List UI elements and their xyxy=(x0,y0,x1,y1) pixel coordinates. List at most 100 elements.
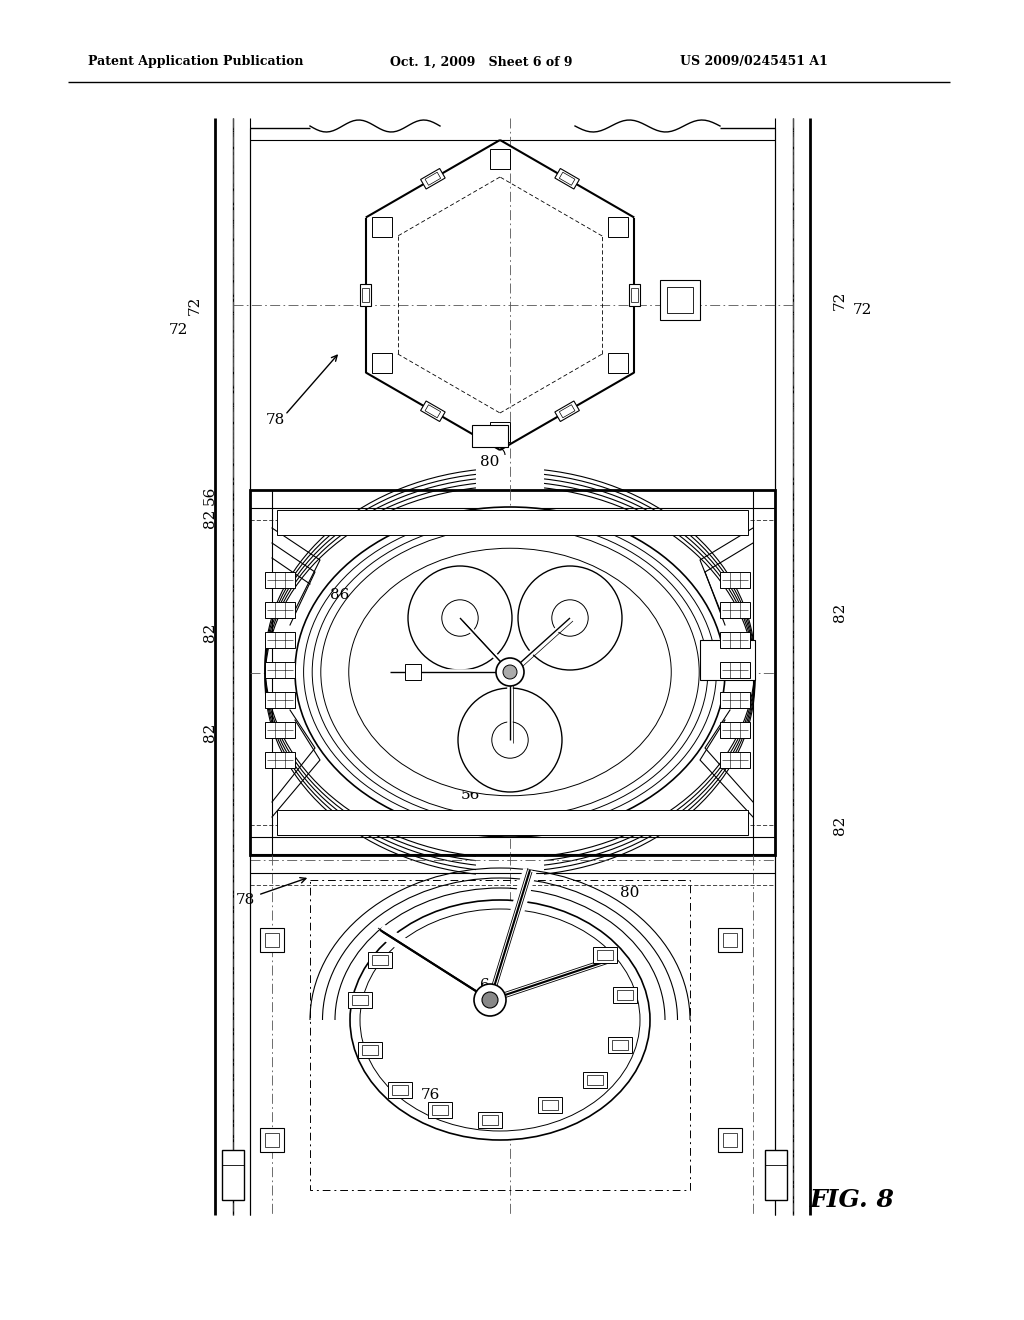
Text: 86: 86 xyxy=(331,587,349,602)
Bar xyxy=(428,1102,452,1118)
Text: FIG. 8: FIG. 8 xyxy=(810,1188,895,1212)
Text: 80: 80 xyxy=(621,886,640,900)
Text: Oct. 1, 2009   Sheet 6 of 9: Oct. 1, 2009 Sheet 6 of 9 xyxy=(390,55,572,69)
Bar xyxy=(362,1045,378,1055)
Bar xyxy=(720,663,750,678)
Bar xyxy=(583,1072,607,1088)
Text: Patent Application Publication: Patent Application Publication xyxy=(88,55,303,69)
Bar xyxy=(265,692,295,708)
Circle shape xyxy=(518,566,622,671)
Bar xyxy=(372,354,392,374)
Bar xyxy=(608,1038,632,1053)
Text: 72: 72 xyxy=(188,296,202,314)
Text: 86: 86 xyxy=(496,748,515,762)
Circle shape xyxy=(552,599,588,636)
Ellipse shape xyxy=(295,507,725,837)
Circle shape xyxy=(408,566,512,671)
Bar xyxy=(265,1133,279,1147)
Bar xyxy=(720,602,750,618)
Text: 56: 56 xyxy=(461,788,479,803)
Bar xyxy=(348,993,372,1008)
Text: 82: 82 xyxy=(203,508,217,528)
Circle shape xyxy=(474,983,506,1016)
Polygon shape xyxy=(425,405,440,418)
Text: 76: 76 xyxy=(420,1088,439,1102)
Bar xyxy=(608,216,628,236)
Bar xyxy=(265,722,295,738)
Bar xyxy=(406,664,421,680)
Bar xyxy=(765,1150,787,1200)
Text: 56: 56 xyxy=(203,486,217,504)
Bar xyxy=(478,1111,502,1129)
Bar xyxy=(388,1082,412,1098)
Bar xyxy=(597,950,613,960)
Ellipse shape xyxy=(350,900,650,1140)
Bar xyxy=(260,1129,284,1152)
Bar xyxy=(700,640,755,680)
Bar xyxy=(593,946,617,964)
Bar xyxy=(612,1040,628,1049)
Bar xyxy=(265,572,295,587)
Polygon shape xyxy=(629,284,640,306)
Circle shape xyxy=(503,665,517,678)
Bar xyxy=(310,880,690,1191)
Bar xyxy=(278,810,748,836)
Polygon shape xyxy=(360,284,372,306)
Circle shape xyxy=(458,688,562,792)
Polygon shape xyxy=(555,401,580,421)
Bar xyxy=(250,490,775,855)
Ellipse shape xyxy=(312,520,708,824)
Polygon shape xyxy=(421,169,445,189)
Polygon shape xyxy=(559,405,574,418)
Bar xyxy=(608,354,628,374)
Bar xyxy=(720,572,750,587)
Bar xyxy=(720,692,750,708)
Bar xyxy=(265,632,295,648)
Ellipse shape xyxy=(303,513,717,830)
Bar xyxy=(613,987,637,1003)
Bar xyxy=(538,1097,562,1113)
Bar xyxy=(617,990,633,1001)
Bar xyxy=(260,928,284,952)
Bar xyxy=(720,722,750,738)
Bar xyxy=(372,216,392,236)
Polygon shape xyxy=(631,288,638,302)
Bar xyxy=(432,1105,449,1115)
Bar xyxy=(660,280,700,319)
Polygon shape xyxy=(559,172,574,185)
Text: 82: 82 xyxy=(833,816,847,834)
Text: 72: 72 xyxy=(833,290,847,310)
Bar xyxy=(265,602,295,618)
Text: US 2009/0245451 A1: US 2009/0245451 A1 xyxy=(680,55,827,69)
Bar xyxy=(222,1150,244,1200)
Bar xyxy=(392,1085,408,1096)
Bar xyxy=(718,1129,742,1152)
Text: 78: 78 xyxy=(236,894,255,907)
Bar xyxy=(265,752,295,768)
Polygon shape xyxy=(362,288,370,302)
Circle shape xyxy=(441,599,478,636)
Bar xyxy=(667,286,693,313)
Text: 82: 82 xyxy=(203,623,217,643)
Ellipse shape xyxy=(349,548,672,796)
Text: 60: 60 xyxy=(480,978,500,993)
Bar xyxy=(265,933,279,946)
Ellipse shape xyxy=(360,909,640,1131)
Bar xyxy=(265,663,295,678)
Bar xyxy=(587,1074,603,1085)
Circle shape xyxy=(482,993,498,1008)
Text: 72: 72 xyxy=(168,323,187,337)
Bar xyxy=(278,510,748,535)
Circle shape xyxy=(496,657,524,686)
Bar xyxy=(718,928,742,952)
Bar xyxy=(720,632,750,648)
Bar xyxy=(720,752,750,768)
Bar xyxy=(490,421,510,441)
Text: 82: 82 xyxy=(833,603,847,622)
Text: 72: 72 xyxy=(852,304,871,317)
Text: 82: 82 xyxy=(203,723,217,742)
Bar xyxy=(368,952,392,968)
Bar xyxy=(542,1100,558,1110)
Bar xyxy=(723,933,737,946)
Ellipse shape xyxy=(321,527,699,817)
